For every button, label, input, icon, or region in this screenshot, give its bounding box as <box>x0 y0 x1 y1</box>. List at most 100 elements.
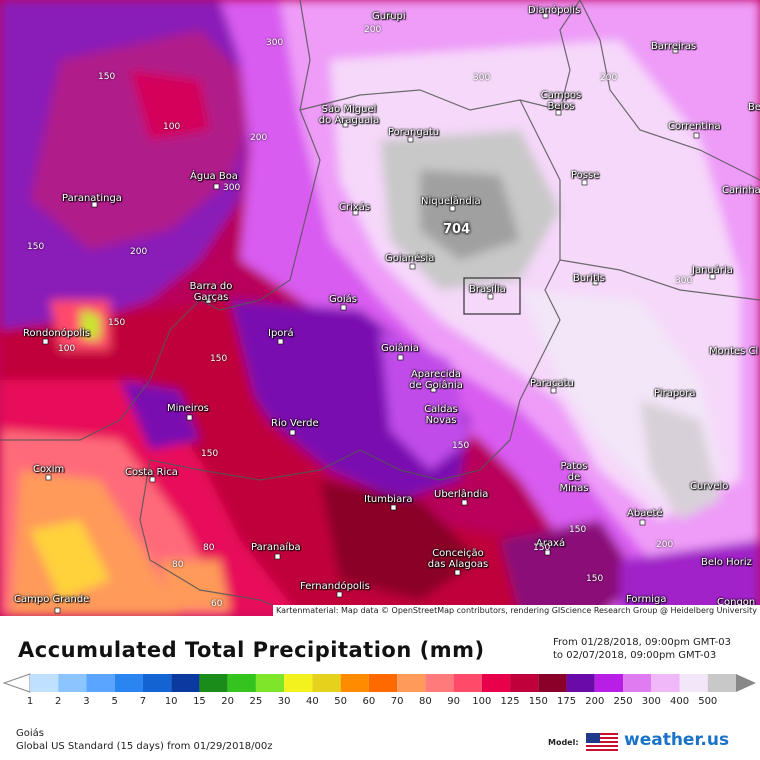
city-label: Caldas Novas <box>424 404 458 426</box>
color-scale-bar <box>2 673 756 693</box>
scale-swatch <box>86 674 115 692</box>
scale-tick-label: 300 <box>641 696 661 707</box>
scale-swatch <box>142 674 172 692</box>
scale-max-arrow <box>736 674 756 692</box>
city-label: Goiás <box>329 294 357 305</box>
city-label: Formiga <box>626 594 667 605</box>
max-precip-value: 704 <box>443 222 471 237</box>
scale-tick-label: 2 <box>55 696 62 707</box>
scale-tick-label: 40 <box>306 696 319 707</box>
scale-tick-label: 125 <box>500 696 520 707</box>
color-scale-ticks: 1 2 3 5 7 10 15 20 25 30 40 50 60 70 80 90 100 125 150 175 2… <box>0 696 760 712</box>
legend-panel: Accumulated Total Precipitation (mm) Fro… <box>0 616 760 760</box>
scale-swatch <box>255 674 285 692</box>
scale-tick-label: 5 <box>111 696 118 707</box>
scale-swatch <box>510 674 539 692</box>
scale-swatch <box>284 674 313 692</box>
time-range: From 01/28/2018, 09:00pm GMT-03 to 02/07… <box>553 636 731 662</box>
contour-value: 300 <box>223 183 241 193</box>
contour-value: 150 <box>108 318 126 328</box>
city-label: Água Boa <box>190 171 238 182</box>
scale-tick-label: 30 <box>277 696 291 707</box>
contour-value: 150 <box>210 354 228 364</box>
scale-swatch <box>651 674 680 692</box>
scale-swatch <box>114 674 143 692</box>
scale-swatch <box>312 674 341 692</box>
city-label: Goiânia <box>381 343 420 354</box>
city-label: Conceição das Alagoas <box>427 548 489 570</box>
city-label: São Miguel do Araguaia <box>318 104 380 126</box>
contour-value: 300 <box>473 73 491 83</box>
precipitation-map: Gurupi Dianópolis Barreiras São Miguel d… <box>0 0 760 616</box>
city-label: Porangatu <box>388 127 440 138</box>
contour-value: 60 <box>211 599 223 609</box>
city-label: Brasília <box>469 284 506 295</box>
scale-swatch <box>30 674 59 692</box>
model-label: Model: <box>548 738 579 747</box>
city-label: Crixás <box>339 202 371 213</box>
scale-min-arrow <box>2 673 31 693</box>
scale-swatch <box>425 674 454 692</box>
contour-value: 150 <box>98 72 116 82</box>
city-label: Niquelândia <box>421 196 481 207</box>
city-label: Barra do Garças <box>189 281 233 303</box>
city-label: Campos Belos <box>540 90 582 112</box>
city-label: Abaeté <box>627 508 663 519</box>
scale-tick-label: 7 <box>139 696 147 707</box>
scale-tick-label: 3 <box>83 696 90 707</box>
scale-swatch <box>481 674 511 692</box>
city-label: Iporá <box>268 328 294 339</box>
scale-swatch <box>594 674 624 692</box>
city-label: Itumbiara <box>364 494 413 505</box>
scale-swatch <box>397 674 426 692</box>
city-label: Gurupi <box>372 11 406 22</box>
scale-tick-label: 25 <box>249 696 263 707</box>
scale-tick-label: 70 <box>390 696 404 707</box>
scale-swatch <box>538 674 567 692</box>
contour-value: 200 <box>130 247 148 257</box>
scale-swatch <box>58 674 87 692</box>
scale-tick-label: 15 <box>193 696 206 707</box>
scale-tick-label: 1 <box>26 696 34 707</box>
scale-swatch <box>227 674 256 692</box>
contour-value: 150 <box>27 242 45 252</box>
city-label: Correntina <box>668 121 721 132</box>
city-label: Congon <box>717 597 756 608</box>
city-label: Posse <box>571 170 600 181</box>
brand-logo[interactable]: weather.us <box>624 730 730 750</box>
contour-value: 200 <box>600 73 618 83</box>
city-label: Paracatu <box>530 378 574 389</box>
scale-tick-label: 200 <box>585 696 605 707</box>
city-label: Belo Horiz <box>701 557 752 568</box>
scale-swatch <box>340 674 369 692</box>
city-label: Be <box>748 102 760 113</box>
scale-tick-label: 175 <box>557 696 577 707</box>
contour-value: 150 <box>533 543 551 553</box>
scale-tick-label: 50 <box>334 696 347 707</box>
scale-tick-label: 500 <box>698 696 718 707</box>
city-label: Dianópolis <box>528 5 581 16</box>
scale-tick-label: 80 <box>418 696 432 707</box>
contour-value: 100 <box>58 344 76 354</box>
range-from: From 01/28/2018, 09:00pm GMT-03 <box>553 637 731 648</box>
map-attribution: Kartenmaterial: Map data © OpenStreetMap… <box>272 605 760 616</box>
scale-swatch <box>368 674 398 692</box>
scale-swatch <box>623 674 652 692</box>
city-label: Carinha <box>722 185 760 196</box>
city-label: Pirapora <box>654 388 696 399</box>
model-run: Global US Standard (15 days) from 01/29/… <box>16 741 273 752</box>
city-label: Fernandópolis <box>300 581 370 592</box>
city-label: Patos de Minas <box>559 461 589 494</box>
city-label: Campo Grande <box>14 594 90 605</box>
contour-value: 80 <box>203 543 215 553</box>
contour-value: 200 <box>656 540 674 550</box>
city-label: Montes Cl <box>709 346 759 357</box>
city-label: Paranaíba <box>251 542 301 553</box>
city-label: Buritis <box>573 273 605 284</box>
contour-value: 200 <box>250 133 268 143</box>
scale-swatch <box>707 674 736 692</box>
scale-tick-label: 250 <box>613 696 633 707</box>
city-label: Januária <box>692 265 733 276</box>
city-label: Paranatinga <box>62 193 122 204</box>
scale-tick-label: 90 <box>447 696 460 707</box>
